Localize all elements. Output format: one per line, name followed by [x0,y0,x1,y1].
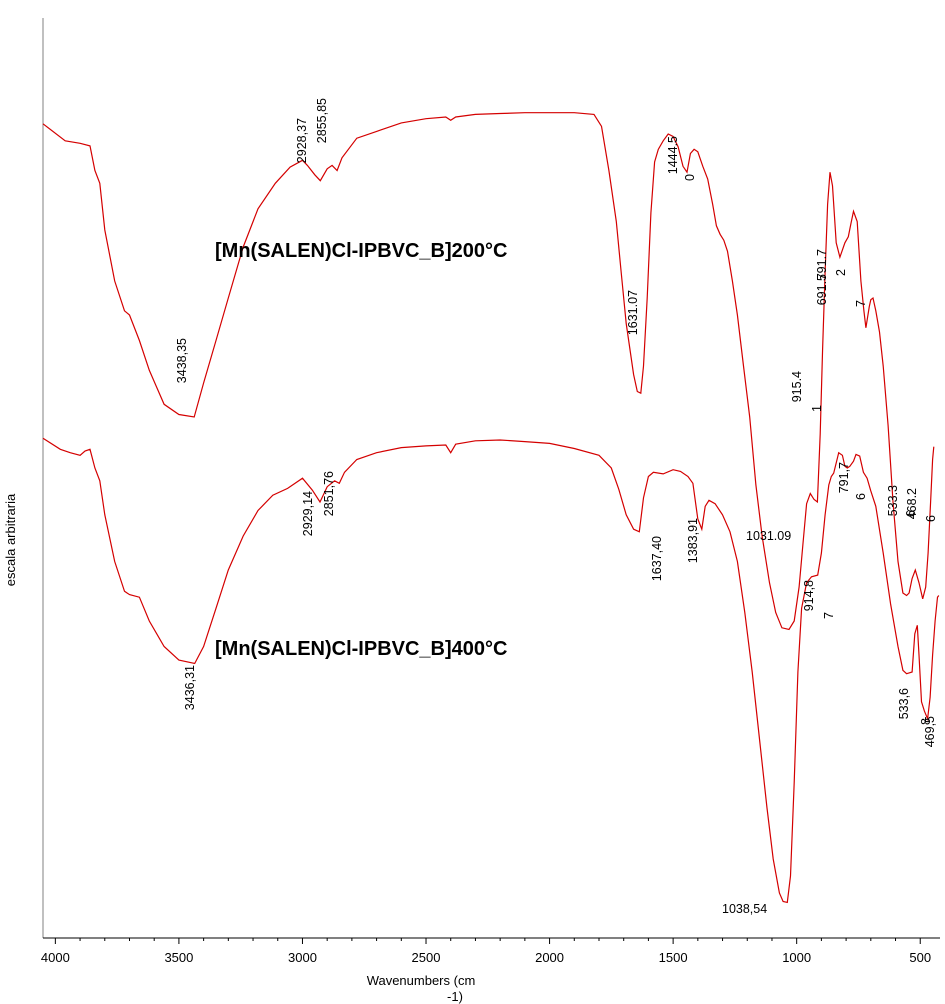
peak-label: 691.5 [815,274,829,305]
y-axis-label: escala arbitraria [3,493,18,586]
peak-label: 6 [854,493,868,500]
peak-labels-400c: 3436,31 2929,14 2851,76 1637,40 1383,91 … [183,462,937,916]
x-tick-label: 1500 [659,950,688,965]
peak-label: 7 [822,612,836,619]
x-tick-label: 4000 [41,950,70,965]
spectrum-line-200c [42,112,935,631]
peak-label: 791,7 [837,462,851,493]
x-axis-tick-labels: 4000 3500 3000 2500 2000 1500 1000 500 [41,950,931,965]
x-tick-label: 500 [909,950,931,965]
peak-label: 2929,14 [301,491,315,536]
peak-label: 1 [810,405,824,412]
peak-label: 1031.09 [746,529,791,543]
x-tick-label: 3000 [288,950,317,965]
peak-label: 3438,35 [175,338,189,383]
peak-label: 468.2 [905,488,919,519]
peak-label: 1637,40 [650,536,664,581]
spectrum-line-400c [42,437,940,904]
x-tick-label: 3500 [164,950,193,965]
peak-label: 469,5 [923,716,937,747]
peak-label: 2 [834,269,848,276]
peak-label: 2855,85 [315,98,329,143]
peak-label: 1631.07 [626,290,640,335]
peak-label: 8 [919,718,933,725]
peak-label: 3436,31 [183,665,197,710]
peak-label: 791.7 [815,249,829,280]
x-axis-label: Wavenumbers (cm [367,973,476,988]
peak-label: 533.3 [886,485,900,516]
x-tick-label: 2000 [535,950,564,965]
peak-label: 1383,91 [686,518,700,563]
x-axis-ticks [54,938,921,944]
peak-label: 0 [683,174,697,181]
peak-label: 7 [854,300,868,307]
peak-label: 2928,37 [295,118,309,163]
x-tick-label: 1000 [782,950,811,965]
peak-label: 2851,76 [322,471,336,516]
peak-label: 914,8 [802,580,816,611]
peak-label: 6 [904,510,918,517]
peak-label: 6 [924,515,938,522]
peak-label: 1038,54 [722,902,767,916]
peak-label: 533,6 [897,688,911,719]
peak-label: 1444.5 [666,136,680,174]
x-tick-label: 2500 [412,950,441,965]
peak-label: 915.4 [790,371,804,402]
series-title-400c: [Mn(SALEN)Cl-IPBVC_B]400°C [215,638,507,660]
series-title-200c: [Mn(SALEN)Cl-IPBVC_B]200°C [215,240,507,262]
peak-labels-200c: 3438,35 2928,37 2855,85 1631.07 1444.5 0… [175,98,938,543]
x-axis-label-superscript: -1) [447,989,463,1004]
